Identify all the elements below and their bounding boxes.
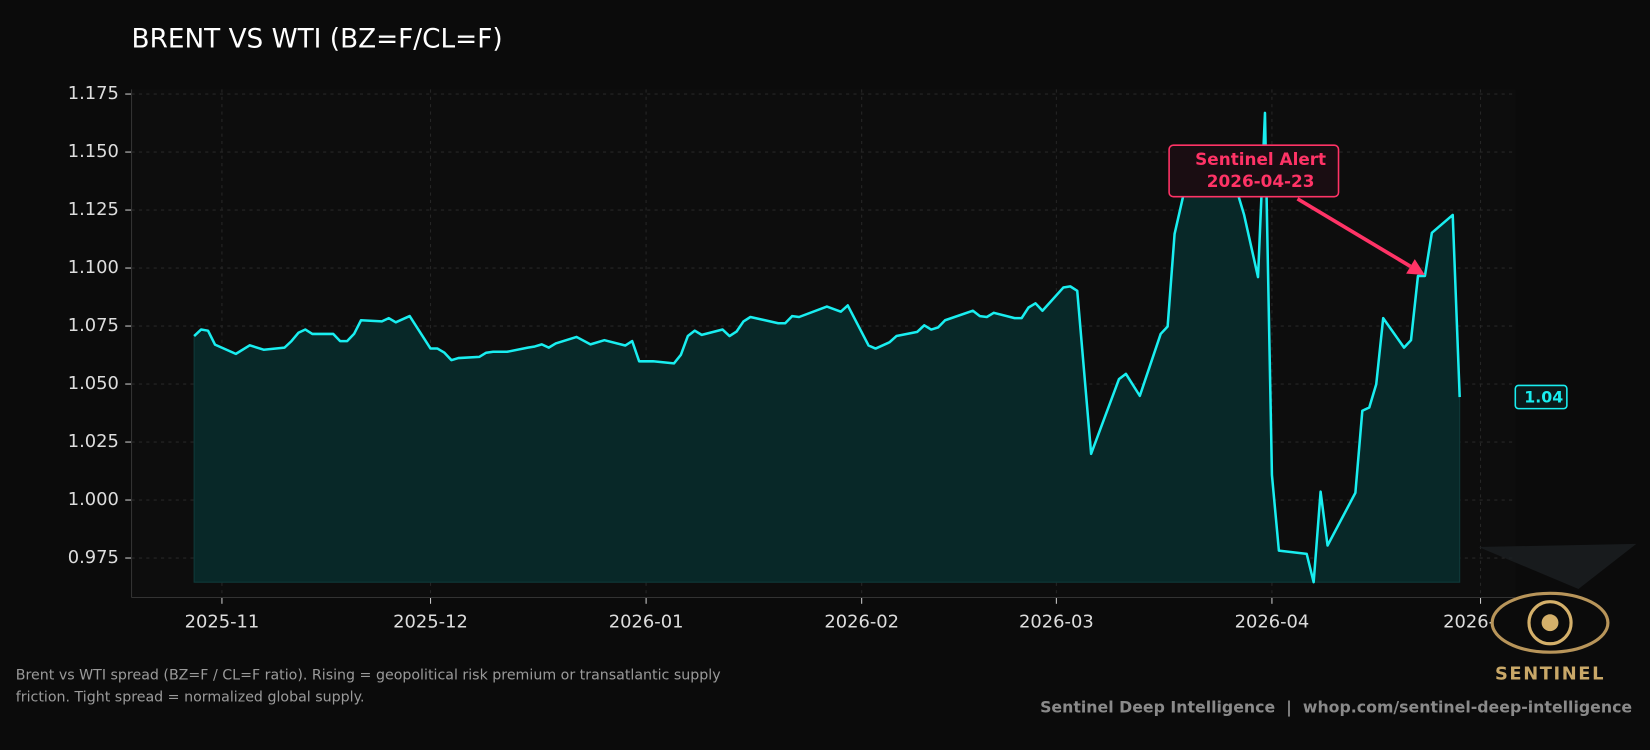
- plot: 0.975 1.000 1.025 1.050 1.075 1.100 1.125 1.150…: [68, 83, 1568, 633]
- annotation-arrowhead: [1406, 259, 1425, 276]
- annotation-box: [1168, 144, 1340, 198]
- y-tick-label: 0.975: [68, 547, 119, 568]
- y-tick-label: 1.150: [68, 141, 119, 162]
- annotation-arrow: [1296, 197, 1412, 268]
- y-tick-label: 1.050: [68, 373, 119, 394]
- x-tick-label: 2025-11: [185, 612, 260, 633]
- y-tick-label: 1.125: [68, 199, 119, 220]
- logo-shape: [1478, 543, 1637, 590]
- line: [193, 111, 1461, 584]
- last-value-label: 1.04: [1524, 388, 1563, 407]
- logo-text: SENTINEL: [1495, 663, 1605, 684]
- last-value-box: [1514, 384, 1568, 410]
- x-tick-label: 2026-01: [609, 612, 684, 633]
- logo-iris: [1527, 600, 1573, 646]
- x-tick-label: 2025-12: [393, 612, 468, 633]
- y-tick-label: 1.025: [68, 431, 119, 452]
- chart-title: BRENT VS WTI (BZ=F/CL=F): [132, 24, 503, 54]
- credit: Sentinel Deep Intelligence | whop.com/se…: [1040, 697, 1632, 717]
- caption-line: Brent vs WTI spread (BZ=F / CL=F ratio).…: [16, 667, 721, 683]
- x-tick-label: 2026-03: [1019, 612, 1094, 633]
- caption-line: friction. Tight spread = normalized glob…: [16, 689, 365, 705]
- y-tick-label: 1.000: [68, 489, 119, 510]
- logo: SENTINEL: [1478, 543, 1637, 684]
- annotation-text: Sentinel Alert: [1195, 149, 1326, 169]
- y-tick-label: 1.075: [68, 315, 119, 336]
- logo-pupil: [1541, 614, 1559, 632]
- y-tick-label: 1.100: [68, 257, 119, 278]
- annotation-text: 2026-04-23: [1207, 171, 1315, 191]
- x-tick-label: 2026-02: [824, 612, 899, 633]
- y-tick-label: 1.175: [68, 83, 119, 104]
- x-tick-label: 2026-04: [1235, 612, 1310, 633]
